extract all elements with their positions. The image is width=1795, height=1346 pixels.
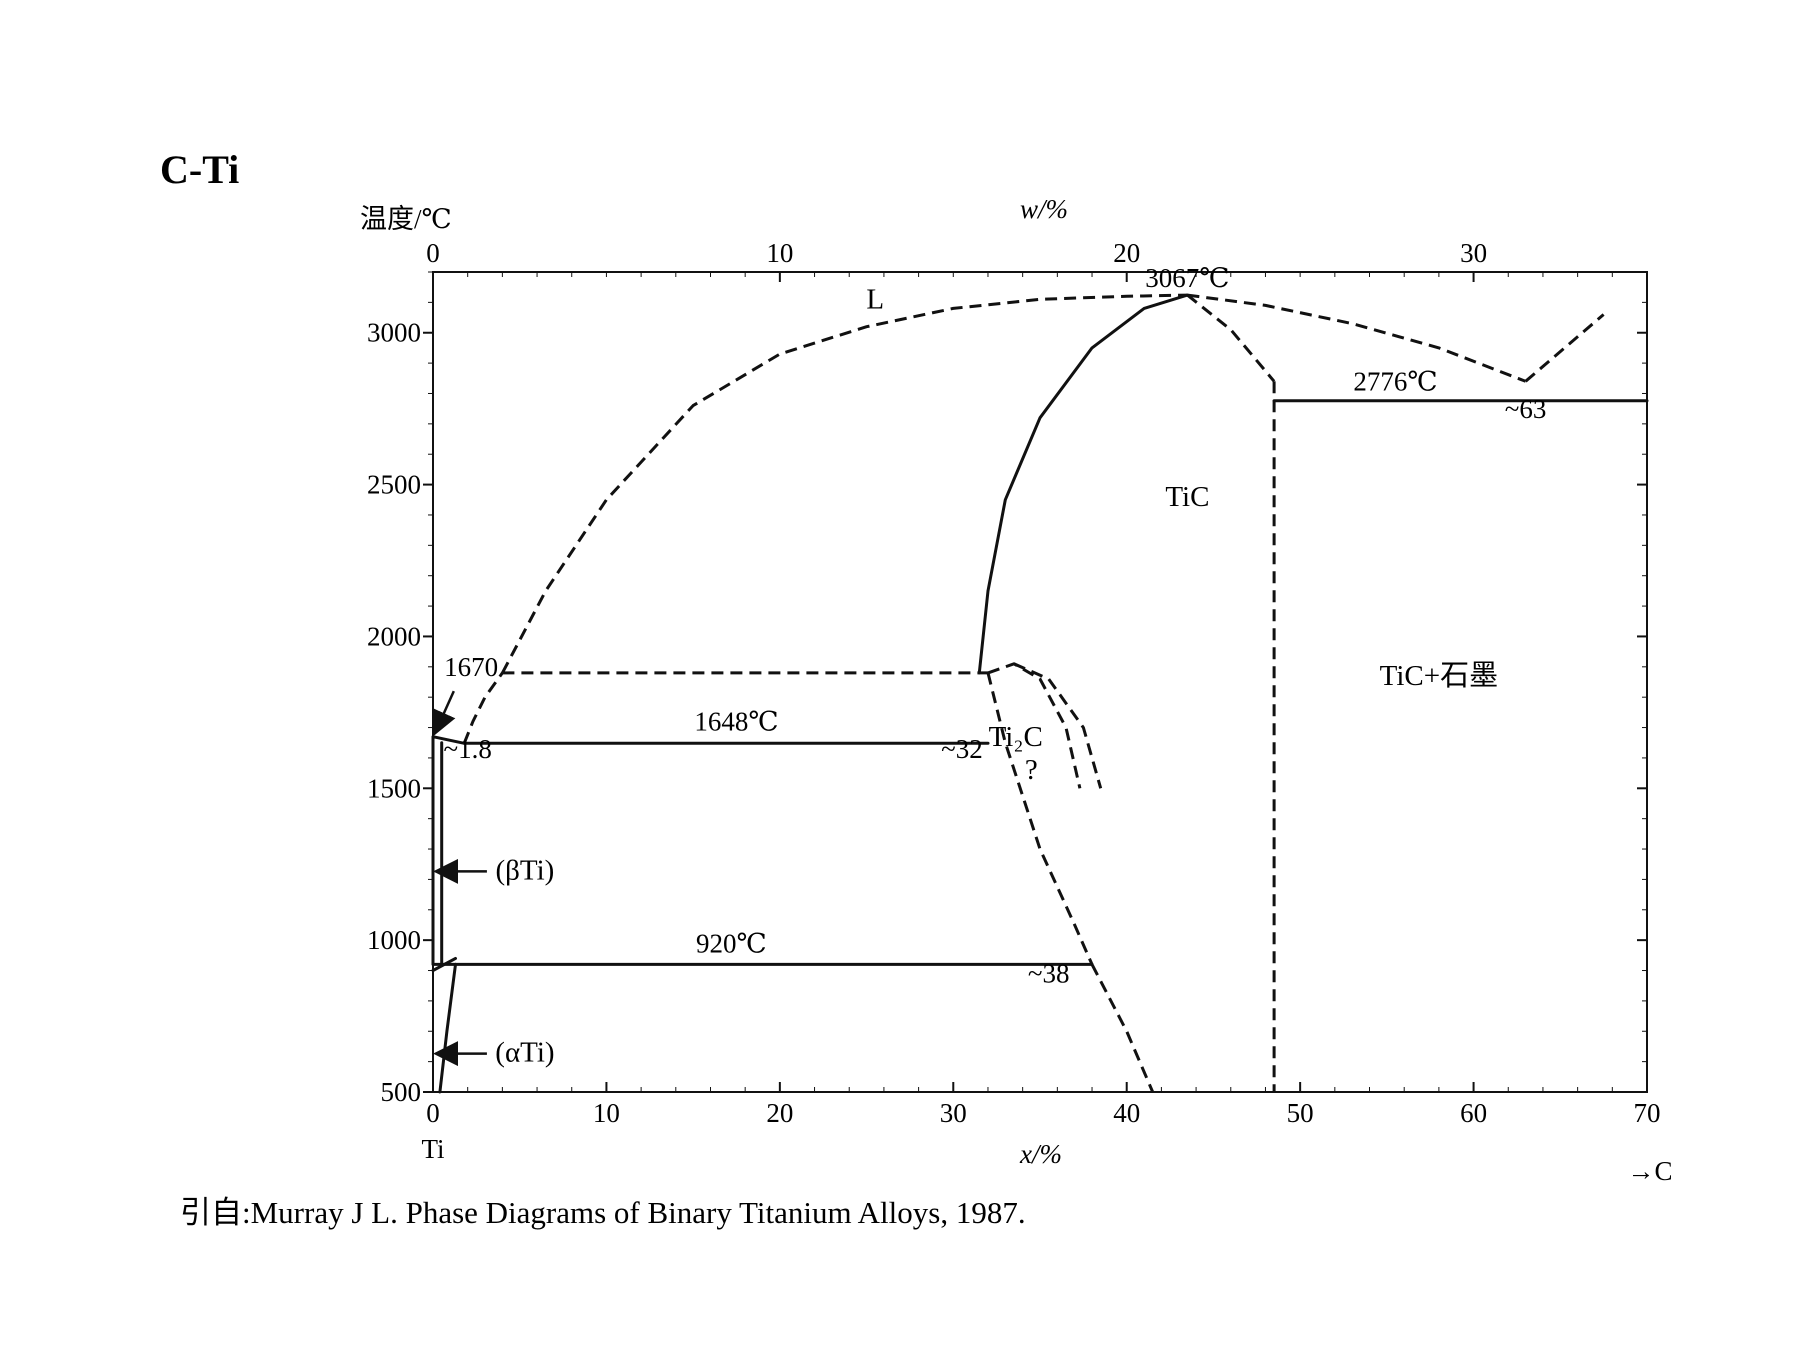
phase-label: (βTi)	[496, 854, 555, 886]
y-tick-label: 1000	[367, 925, 421, 955]
y-axis-label: 温度/℃	[360, 204, 452, 234]
annotation-label: ~38	[1028, 959, 1070, 989]
x-tick-label: 60	[1460, 1098, 1487, 1128]
x-tick-label: 50	[1287, 1098, 1314, 1128]
dashed-boundary-3	[1524, 313, 1605, 383]
x-tick-label: 70	[1634, 1098, 1661, 1128]
dashed-boundary-1	[462, 672, 504, 744]
page-title: C-Ti	[160, 147, 239, 192]
annotation-label: 920℃	[696, 928, 767, 958]
x-tick-label: 30	[940, 1098, 967, 1128]
bottom-right-element-label: →C	[1627, 1156, 1672, 1186]
phase-label: L	[866, 283, 884, 315]
w-tick-label: 30	[1460, 238, 1487, 268]
w-tick-label: 20	[1113, 238, 1140, 268]
solid-boundary-12	[431, 735, 466, 966]
x-tick-label: 10	[593, 1098, 620, 1128]
phase-label: TiC+石墨	[1380, 660, 1498, 692]
solid-boundary-18	[431, 956, 457, 972]
bottom-left-element-label: Ti	[421, 1134, 444, 1164]
phase-labels: L TiC TiC+石墨 (βTi) (αTi) Ti₂C?	[432, 283, 1498, 1069]
y-tick-label: 1500	[367, 773, 421, 803]
w-tick-label: 0	[426, 238, 440, 268]
annotation-label: 2776℃	[1353, 366, 1437, 396]
annotation-label: 1670	[444, 652, 498, 682]
x-tick-label: 0	[426, 1098, 440, 1128]
plot-border	[432, 271, 1648, 1093]
phase-label: ?	[1025, 754, 1038, 786]
citation: 引自:Murray J L. Phase Diagrams of Binary …	[180, 1195, 1026, 1230]
axis-ticks: 500 1000 1500 2000 2500 3000 0 10 20 30 40 50 60 70 0 1…	[367, 238, 1661, 1128]
annotation-label: ~63	[1505, 394, 1547, 424]
dashed-boundary-7	[986, 672, 1094, 966]
annotation-label: ~1.8	[444, 734, 492, 764]
dashed-boundary-0	[501, 293, 1188, 674]
dashed-boundary-4	[1186, 293, 1276, 383]
dashed-boundary-9	[987, 662, 1082, 789]
melting-point-arrow	[432, 690, 456, 736]
x-tick-label: 20	[766, 1098, 793, 1128]
y-tick-label: 3000	[367, 318, 421, 348]
x-tick-label: 40	[1113, 1098, 1140, 1128]
y-tick-label: 500	[381, 1077, 422, 1107]
bottom-x-axis-label: x/%	[1019, 1139, 1062, 1169]
solid-boundary-14	[438, 962, 457, 1094]
solid-boundary-11	[977, 293, 1189, 675]
annotation-label: 1648℃	[694, 707, 778, 737]
annotations: 3067℃ 2776℃ ~63 1670 1648℃ ~1.8 ~32 920℃ ~38	[444, 263, 1547, 988]
phase-label: Ti₂C	[989, 721, 1043, 753]
phase-label: (αTi)	[495, 1037, 554, 1069]
dashed-boundary-10	[1013, 662, 1103, 789]
dashed-boundary-2	[1187, 293, 1527, 383]
y-tick-label: 2500	[367, 470, 421, 500]
y-tick-label: 2000	[367, 621, 421, 651]
w-tick-label: 10	[766, 238, 793, 268]
annotation-label: 3067℃	[1145, 263, 1229, 293]
phase-label: TiC	[1165, 481, 1209, 513]
dashed-boundary-8	[1090, 963, 1155, 1093]
annotation-label: ~32	[941, 734, 983, 764]
plot-frame	[432, 271, 1648, 1093]
phase-boundaries	[431, 293, 1649, 1094]
top-x-axis-label: w/%	[1020, 194, 1068, 224]
